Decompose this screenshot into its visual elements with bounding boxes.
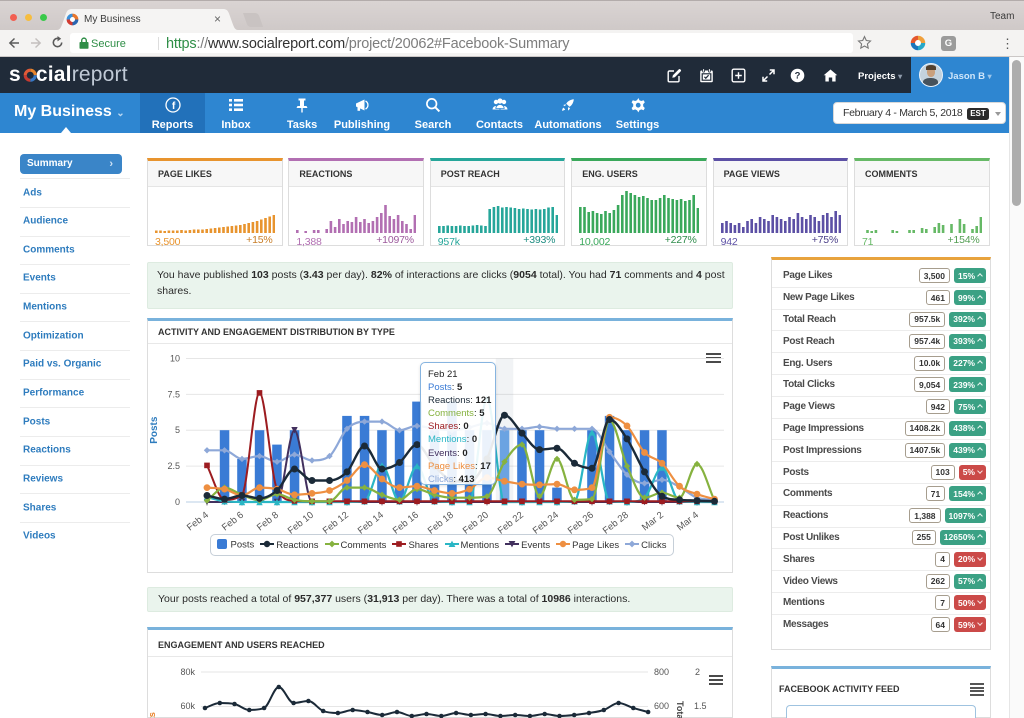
svg-text:Feb 14: Feb 14 <box>356 510 386 537</box>
svg-text:Mar 2: Mar 2 <box>640 510 666 534</box>
svg-text:Feb 16: Feb 16 <box>391 510 421 537</box>
svg-text:f: f <box>171 100 175 112</box>
svg-text:5: 5 <box>175 425 180 435</box>
svg-text:Feb 22: Feb 22 <box>496 510 526 537</box>
svg-text:0: 0 <box>175 497 180 507</box>
svg-text:Feb 12: Feb 12 <box>321 510 351 537</box>
svg-text:Posts: Posts <box>149 416 160 444</box>
svg-text:800: 800 <box>654 667 669 677</box>
svg-text:Feb 18: Feb 18 <box>426 510 456 537</box>
svg-text:?: ? <box>795 71 801 82</box>
svg-text:Feb 26: Feb 26 <box>566 510 596 537</box>
svg-text:60k: 60k <box>180 701 195 711</box>
svg-text:10: 10 <box>170 354 180 364</box>
svg-text:7.5: 7.5 <box>167 389 180 399</box>
svg-text:Feb 10: Feb 10 <box>286 510 316 537</box>
svg-text:600: 600 <box>654 701 669 711</box>
svg-text:Feb 8: Feb 8 <box>255 510 281 534</box>
svg-text:Feb 4: Feb 4 <box>185 510 211 534</box>
svg-text:Feb 28: Feb 28 <box>601 510 631 537</box>
svg-text:Feb 20: Feb 20 <box>461 510 491 537</box>
svg-text:Feb 6: Feb 6 <box>220 510 246 534</box>
svg-text:80k: 80k <box>180 667 195 677</box>
svg-text:2.5: 2.5 <box>167 461 180 471</box>
svg-text:2: 2 <box>695 667 700 677</box>
svg-text:1.5: 1.5 <box>694 701 707 711</box>
svg-text:Feb 24: Feb 24 <box>531 510 561 537</box>
svg-text:Total Reach: Total Reach <box>675 701 685 718</box>
svg-text:Posts: Posts <box>147 712 158 718</box>
svg-text:Mar 4: Mar 4 <box>675 510 701 534</box>
